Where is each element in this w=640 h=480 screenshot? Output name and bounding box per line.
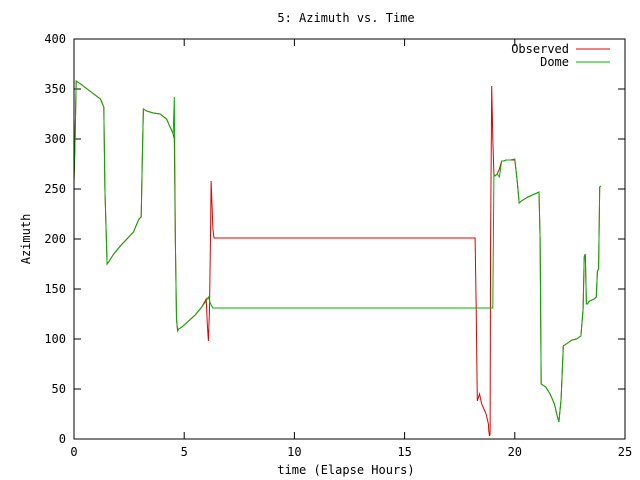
legend-label-observed: Observed (511, 42, 569, 56)
y-tick-label: 300 (44, 132, 66, 146)
series-line-dome (73, 80, 602, 423)
x-tick-label: 15 (397, 445, 411, 459)
y-tick-label: 150 (44, 282, 66, 296)
series-line-observed (73, 80, 602, 437)
x-axis-ticks: 0 5 10 15 20 25 (70, 39, 632, 459)
y-tick-label: 100 (44, 332, 66, 346)
x-axis-label: time (Elapse Hours) (277, 463, 414, 477)
x-tick-label: 0 (70, 445, 77, 459)
y-tick-label: 400 (44, 32, 66, 46)
y-tick-label: 0 (59, 432, 66, 446)
y-tick-label: 250 (44, 182, 66, 196)
y-tick-label: 50 (52, 382, 66, 396)
y-axis-ticks: 0 50 100 150 200 250 300 350 400 (44, 32, 625, 446)
x-tick-label: 20 (508, 445, 522, 459)
x-tick-label: 25 (618, 445, 632, 459)
plot-frame (73, 38, 626, 440)
x-tick-label: 10 (287, 445, 301, 459)
chart-title: 5: Azimuth vs. Time (277, 11, 414, 25)
series-lines (73, 80, 602, 437)
y-tick-label: 200 (44, 232, 66, 246)
y-tick-label: 350 (44, 82, 66, 96)
x-tick-label: 5 (181, 445, 188, 459)
legend-label-dome: Dome (540, 55, 569, 69)
y-axis-label: Azimuth (19, 214, 33, 265)
